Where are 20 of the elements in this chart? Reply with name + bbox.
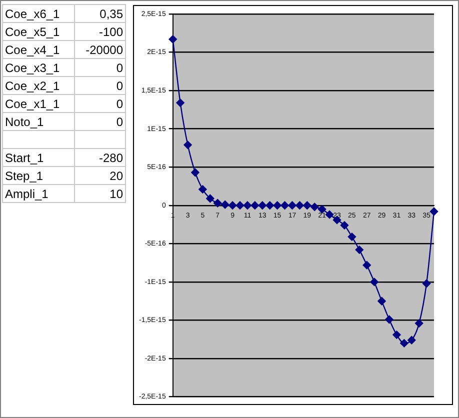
text: Coe_x4_1 (2, 40, 74, 58)
text: Ampli_1 (2, 184, 74, 202)
text: -280 (74, 148, 126, 166)
text: Coe_x5_1 (2, 22, 74, 40)
text: Coe_x1_1 (2, 94, 74, 112)
text: 0 (74, 112, 126, 130)
text: Step_1 (2, 166, 74, 184)
text: 10 (74, 184, 126, 202)
text: Coe_x6_1 (2, 4, 74, 22)
text: Coe_x3_1 (2, 58, 74, 76)
text: -20000 (74, 40, 126, 58)
text: 20 (74, 166, 126, 184)
text: 0 (74, 76, 126, 94)
text: 0 (74, 94, 126, 112)
text: -100 (74, 22, 126, 40)
text: 0,35 (74, 4, 126, 22)
text: Coe_x2_1 (2, 76, 74, 94)
text: 0 (74, 58, 126, 76)
text: Start_1 (2, 148, 74, 166)
text: Noto_1 (2, 112, 74, 130)
